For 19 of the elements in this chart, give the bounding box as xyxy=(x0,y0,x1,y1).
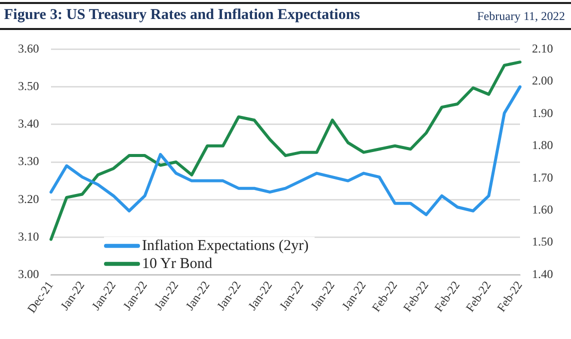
chart-title: Figure 3: US Treasury Rates and Inflation Expectations xyxy=(4,7,360,24)
chart-subtitle: February 11, 2022 xyxy=(477,9,565,24)
y2-tick-label: 1.90 xyxy=(532,106,553,120)
y-tick-label: 3.10 xyxy=(18,229,39,244)
y-tick-label: 3.00 xyxy=(18,266,39,281)
y-tick-label: 3.30 xyxy=(18,154,39,168)
y2-tick-label: 2.00 xyxy=(532,74,553,88)
legend-label: 10 Yr Bond xyxy=(142,256,213,272)
y-tick-label: 3.40 xyxy=(18,116,39,131)
legend-label: Inflation Expectations (2yr) xyxy=(142,238,309,254)
y-tick-label: 3.50 xyxy=(18,78,39,93)
y2-tick-label: 2.10 xyxy=(532,41,553,56)
y-tick-label: 3.60 xyxy=(18,41,39,56)
y-tick-label: 3.20 xyxy=(18,192,39,206)
y2-tick-label: 1.60 xyxy=(532,202,553,217)
y2-tick-label: 1.40 xyxy=(532,266,553,281)
y2-tick-label: 1.50 xyxy=(532,234,553,249)
y2-tick-label: 1.80 xyxy=(532,138,553,152)
y2-tick-label: 1.70 xyxy=(532,170,553,184)
